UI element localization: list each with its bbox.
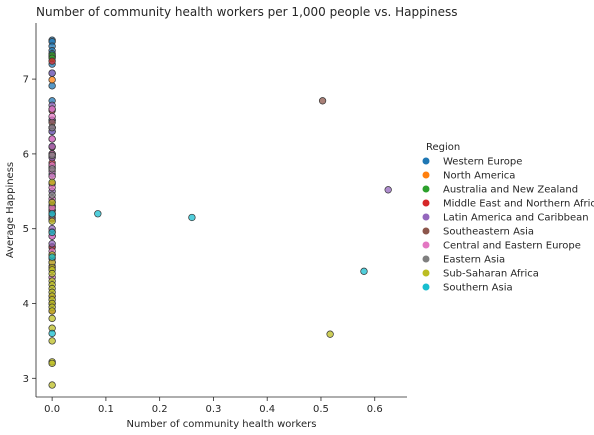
data-point (48, 151, 56, 160)
x-tick-label: 0.3 (205, 404, 221, 415)
data-point (48, 240, 56, 248)
data-point (318, 97, 327, 105)
data-point (48, 314, 56, 323)
x-tick-label: 0.5 (313, 404, 329, 415)
legend: Region Western Europe North America Austra… (422, 142, 594, 294)
data-point (48, 253, 56, 261)
x-tick-label: 0.6 (367, 404, 383, 415)
data-point (48, 210, 56, 218)
legend-marker (422, 269, 430, 277)
y-tick-label: 7 (23, 75, 29, 86)
y-tick-label: 3 (23, 374, 29, 385)
data-point (48, 82, 56, 90)
data-point (48, 191, 56, 199)
legend-marker (422, 255, 430, 263)
data-point (384, 186, 392, 194)
legend-entry: Southeastern Asia (443, 227, 534, 238)
data-point (48, 172, 56, 180)
data-point (188, 213, 196, 222)
data-point (48, 165, 56, 173)
data-point (48, 381, 56, 389)
legend-marker (422, 157, 430, 165)
legend-title: Region (426, 142, 460, 153)
data-point (48, 217, 56, 225)
plot-area (48, 36, 392, 389)
y-axis-label: Average Happiness (5, 162, 16, 258)
data-point (48, 69, 56, 77)
legend-entry: Eastern Asia (443, 255, 505, 266)
data-point (360, 267, 368, 275)
data-point (48, 307, 56, 315)
legend-entry: Southern Asia (443, 283, 513, 294)
legend-marker (422, 283, 430, 291)
data-point (48, 124, 56, 132)
x-tick-label: 0.4 (259, 404, 275, 415)
data-point (48, 76, 56, 84)
data-point (48, 57, 56, 65)
legend-entry: Central and Eastern Europe (443, 241, 581, 252)
legend-marker (422, 199, 430, 207)
data-point (48, 228, 56, 237)
legend-entry: Sub-Saharan Africa (443, 269, 539, 280)
x-tick-label: 0.0 (44, 404, 60, 415)
y-tick-label: 5 (23, 224, 29, 235)
data-point (48, 135, 56, 143)
legend-entry: Latin America and Caribbean (443, 213, 589, 224)
y-tick-label: 4 (23, 299, 29, 310)
x-axis-label: Number of community health workers (127, 419, 317, 430)
legend-entry: North America (443, 171, 515, 182)
legend-entry: Middle East and Northern Africa (443, 199, 594, 210)
data-point (48, 329, 56, 338)
x-tick-label: 0.1 (98, 404, 114, 415)
data-point (326, 330, 334, 338)
data-point (48, 359, 56, 367)
chart-title: Number of community health workers per 1… (36, 5, 458, 19)
data-point (48, 198, 56, 207)
data-point (94, 210, 102, 218)
data-point (48, 337, 56, 345)
legend-marker (422, 171, 430, 179)
data-point (48, 105, 56, 113)
legend-marker (422, 227, 430, 235)
data-point (48, 112, 56, 121)
y-axis-ticks: 3 4 5 6 7 (23, 75, 36, 385)
legend-marker (422, 185, 430, 193)
data-point (48, 178, 56, 186)
data-point (48, 142, 56, 151)
x-axis-ticks: 0.0 0.1 0.2 0.3 0.4 0.5 0.6 (44, 397, 383, 415)
legend-marker (422, 241, 430, 249)
legend-entry: Western Europe (443, 157, 522, 168)
y-tick-label: 6 (23, 149, 29, 160)
legend-marker (422, 213, 430, 221)
legend-entry: Australia and New Zealand (443, 185, 578, 196)
x-tick-label: 0.2 (152, 404, 168, 415)
data-point (48, 269, 56, 278)
